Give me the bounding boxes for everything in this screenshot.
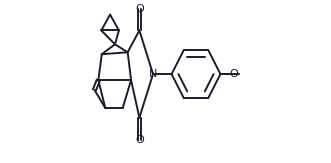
Text: N: N (149, 69, 157, 79)
Text: O: O (135, 4, 144, 14)
Text: O: O (229, 69, 238, 79)
Text: O: O (135, 134, 144, 145)
